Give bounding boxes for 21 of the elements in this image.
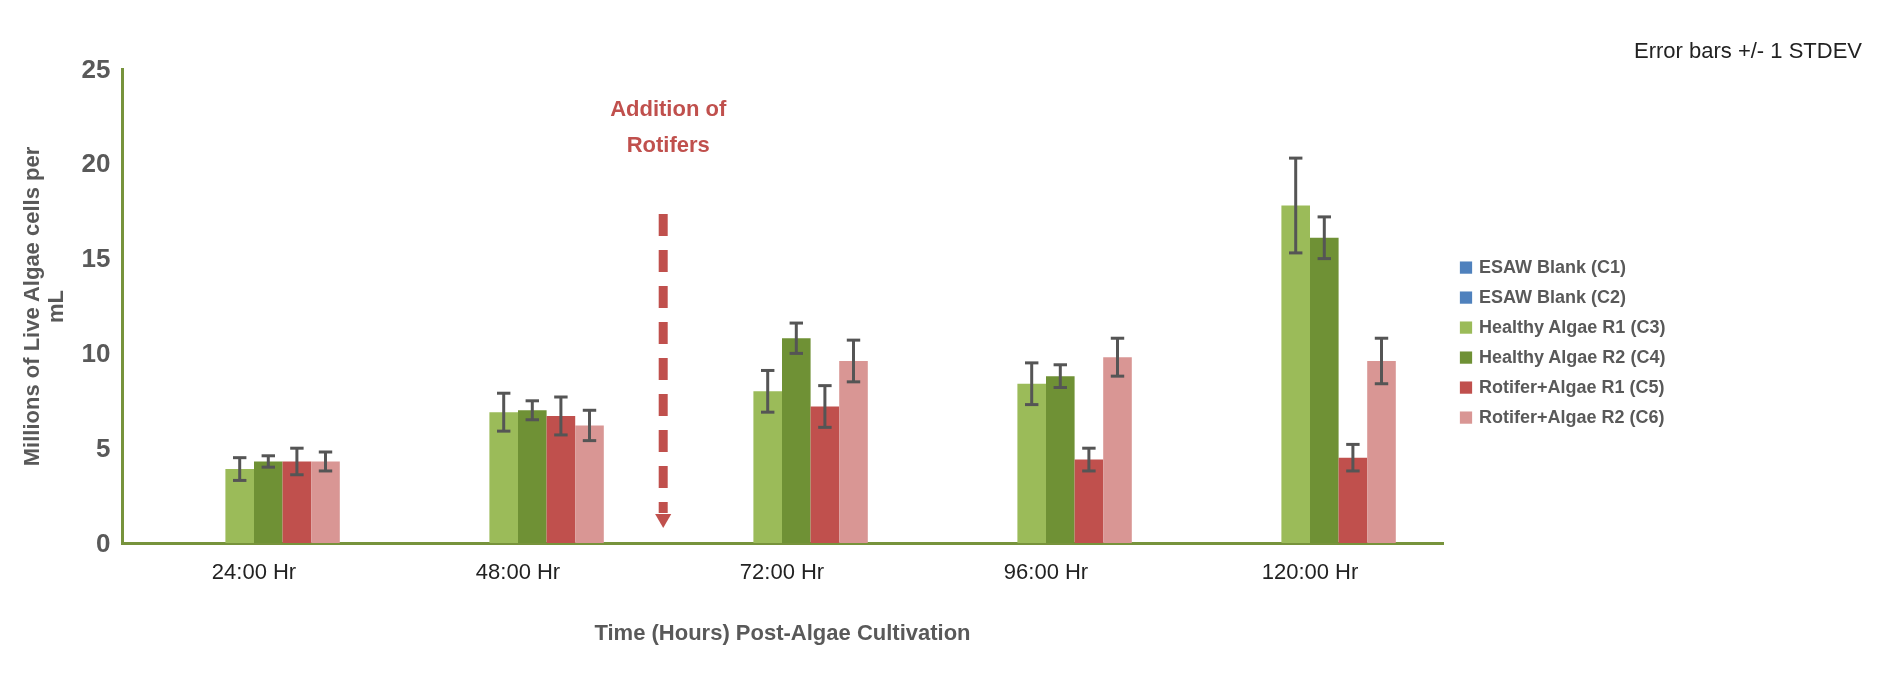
y-axis-title: Millions of Live Algae cells per mL — [18, 146, 68, 467]
x-tick-label: 120:00 Hr — [1261, 558, 1359, 584]
legend-label: ESAW Blank (C2) — [1479, 286, 1627, 307]
legend-label: Healthy Algae R2 (C4) — [1479, 346, 1666, 367]
y-tick-label: 5 — [96, 432, 111, 463]
legend-label: Rotifer+Algae R1 (C5) — [1479, 376, 1665, 397]
x-tick-label: 72:00 Hr — [739, 558, 825, 584]
legend-label: Rotifer+Algae R2 (C6) — [1479, 406, 1665, 427]
annotation: Addition of Rotifers — [610, 96, 727, 157]
y-tick-label: 10 — [81, 337, 111, 368]
y-tick-label: 25 — [81, 53, 111, 84]
y-tick-label: 0 — [96, 527, 111, 558]
y-tick-label: 20 — [81, 148, 111, 179]
x-tick-label: 48:00 Hr — [475, 558, 561, 584]
y-tick-label: 15 — [81, 243, 111, 274]
legend-label: ESAW Blank (C1) — [1479, 256, 1627, 277]
x-tick-label: 96:00 Hr — [1003, 558, 1089, 584]
text: Error bars +/- 1 STDEV — [1633, 38, 1863, 63]
x-tick-label: 24:00 Hr — [211, 558, 297, 584]
x-axis-title: Time (Hours) Post-Algae Cultivation — [594, 619, 971, 645]
legend-label: Healthy Algae R1 (C3) — [1479, 316, 1666, 337]
